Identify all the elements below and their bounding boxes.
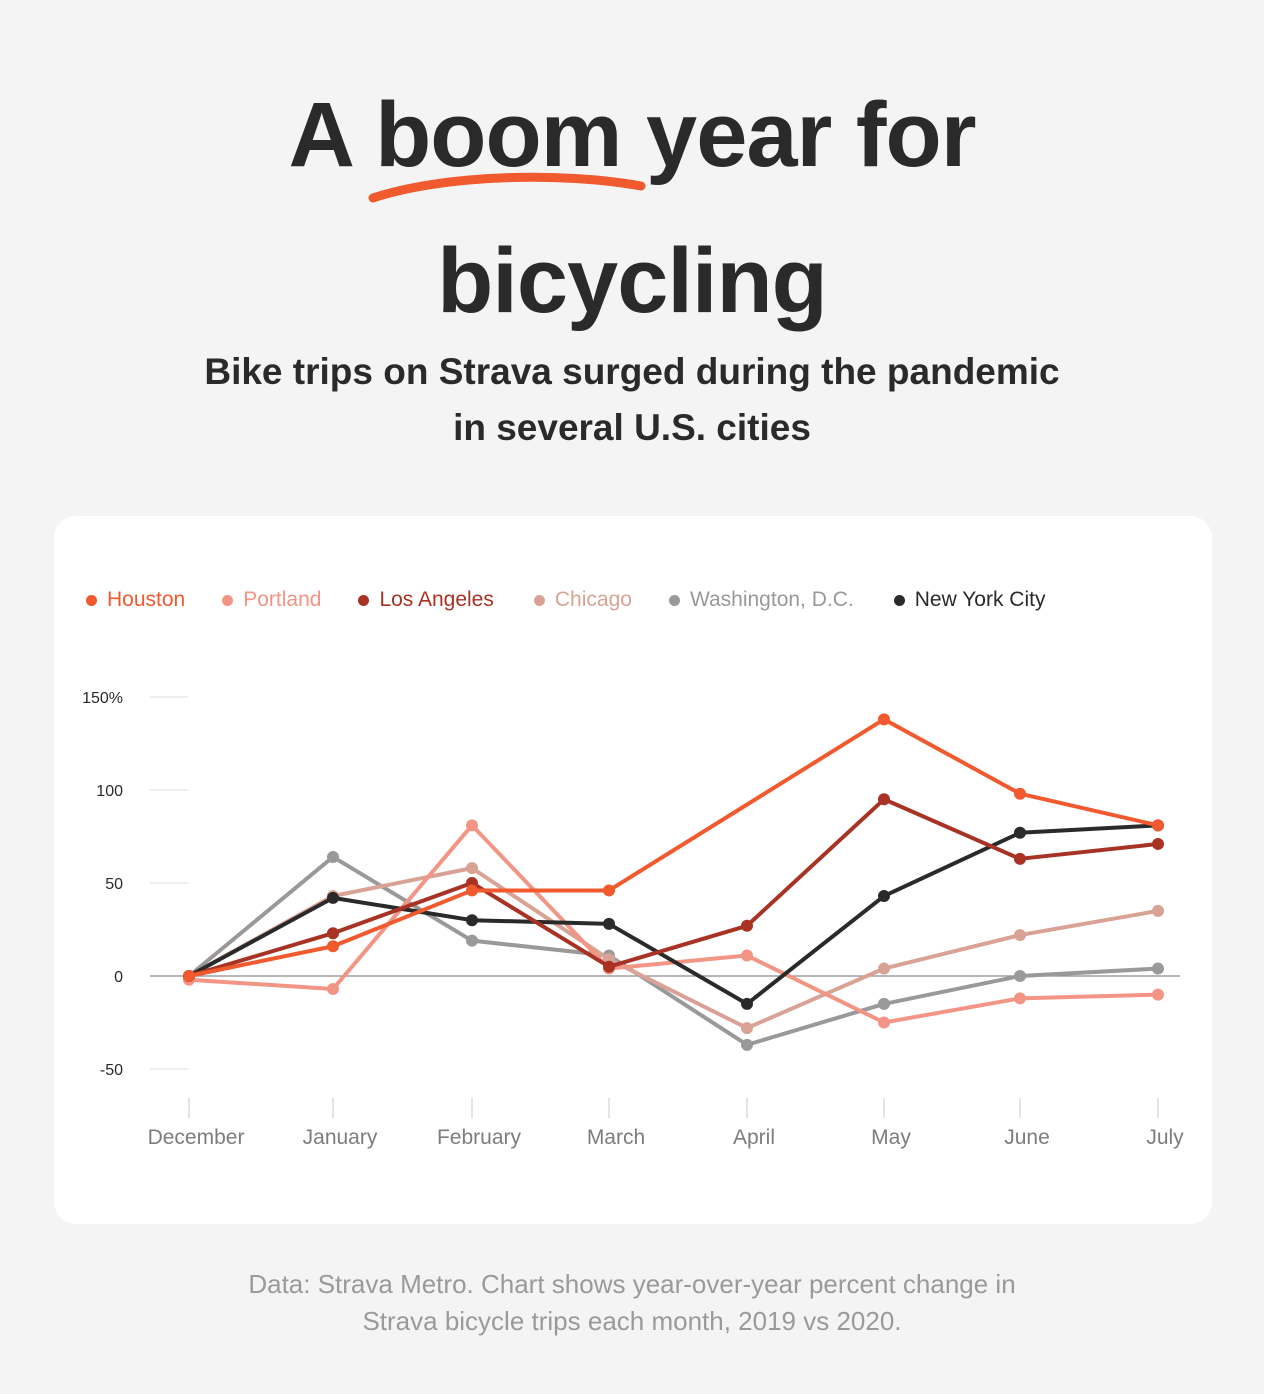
data-point: [1014, 826, 1026, 839]
legend-dot-icon: [222, 594, 234, 606]
title-highlight-word: boom: [375, 84, 622, 186]
y-tick-label: 50: [105, 876, 123, 893]
legend-item-new-york-city: New York City: [893, 588, 1046, 612]
x-axis-label: February: [437, 1126, 522, 1149]
title-part-2: year for: [621, 84, 977, 186]
subtitle-line-2: in several U.S. cities: [453, 407, 811, 448]
data-point: [741, 949, 753, 962]
chart-title: A boom year for bicycling: [0, 62, 1264, 354]
legend-item-houston: Houston: [86, 588, 185, 612]
data-point: [327, 940, 339, 953]
legend-dot-icon: [86, 594, 97, 606]
legend-label: Washington, D.C.: [689, 588, 854, 611]
data-point: [1152, 904, 1164, 917]
data-point: [1014, 992, 1026, 1005]
chart-legend: Houston Portland Los Angeles Chicago Washing…: [86, 584, 1045, 616]
x-axis-label: July: [1146, 1126, 1184, 1149]
underline-swoosh-icon: [368, 172, 646, 203]
footnote-line-1: Data: Strava Metro. Chart shows year-ove…: [248, 1269, 1016, 1299]
x-axis-label: May: [871, 1126, 911, 1149]
y-tick-label: 0: [114, 969, 123, 986]
legend-item-los-angeles: Los Angeles: [358, 588, 494, 612]
x-axis-label: December: [148, 1126, 245, 1149]
data-point: [466, 914, 478, 927]
data-point: [603, 917, 615, 930]
legend-dot-icon: [533, 594, 545, 606]
legend-label: New York City: [914, 588, 1046, 611]
legend-dot-icon: [358, 594, 370, 606]
data-point: [466, 862, 478, 875]
legend-item-portland: Portland: [222, 588, 321, 612]
series-line: [187, 823, 1160, 1006]
legend-dot-icon: [668, 594, 680, 606]
data-point: [466, 884, 478, 897]
data-point: [878, 713, 890, 726]
data-point: [183, 970, 195, 982]
data-point: [878, 1016, 890, 1029]
data-point: [741, 919, 753, 932]
data-point: [603, 960, 615, 973]
series-houston: [183, 713, 1164, 982]
data-point: [1152, 962, 1164, 975]
data-point: [878, 890, 890, 903]
data-point: [1152, 988, 1164, 1001]
data-point: [327, 850, 339, 863]
data-point: [603, 884, 615, 897]
title-line-2: bicycling: [437, 230, 828, 332]
data-point: [1014, 787, 1026, 800]
y-tick-label: 100: [96, 783, 123, 800]
data-point: [878, 997, 890, 1010]
legend-label: Houston: [107, 588, 186, 611]
data-point: [1014, 929, 1026, 942]
data-point: [1014, 970, 1026, 982]
x-axis-label: June: [1004, 1126, 1050, 1149]
x-axis-label: March: [587, 1126, 645, 1149]
series-line: [187, 866, 1160, 1031]
title-highlight: boom: [368, 62, 646, 208]
data-point: [741, 1022, 753, 1035]
data-point: [327, 891, 339, 904]
footnote: Data: Strava Metro. Chart shows year-ove…: [0, 1266, 1264, 1340]
chart-subtitle: Bike trips on Strava surged during the p…: [0, 344, 1264, 456]
data-point: [466, 819, 478, 832]
series-line: [187, 854, 1160, 1047]
data-point: [741, 1038, 753, 1051]
legend-item-chicago: Chicago: [533, 588, 632, 612]
series-new-york-city: [183, 819, 1164, 1010]
legend-label: Portland: [243, 588, 322, 611]
series-line: [187, 797, 1160, 978]
footnote-line-2: Strava bicycle trips each month, 2019 vs…: [362, 1306, 902, 1336]
legend-dot-icon: [893, 594, 905, 606]
y-tick-label: -50: [100, 1062, 123, 1079]
data-point: [1152, 837, 1164, 850]
data-point: [741, 997, 753, 1010]
title-part-1: A: [288, 84, 376, 186]
subtitle-line-1: Bike trips on Strava surged during the p…: [204, 351, 1060, 392]
data-point: [327, 983, 339, 996]
legend-label: Chicago: [554, 588, 632, 611]
x-axis-label: January: [303, 1126, 378, 1149]
data-point: [466, 934, 478, 947]
y-tick-label: 150%: [82, 690, 123, 707]
series-los-angeles: [183, 793, 1164, 982]
x-axis-label: April: [733, 1126, 775, 1149]
data-point: [1014, 852, 1026, 865]
data-point: [327, 927, 339, 940]
data-point: [878, 793, 890, 806]
chart-card: [54, 516, 1212, 1224]
legend-label: Los Angeles: [379, 588, 494, 611]
data-point: [878, 962, 890, 975]
legend-item-washington-d-c: Washington, D.C.: [668, 588, 854, 612]
data-point: [1152, 819, 1164, 832]
